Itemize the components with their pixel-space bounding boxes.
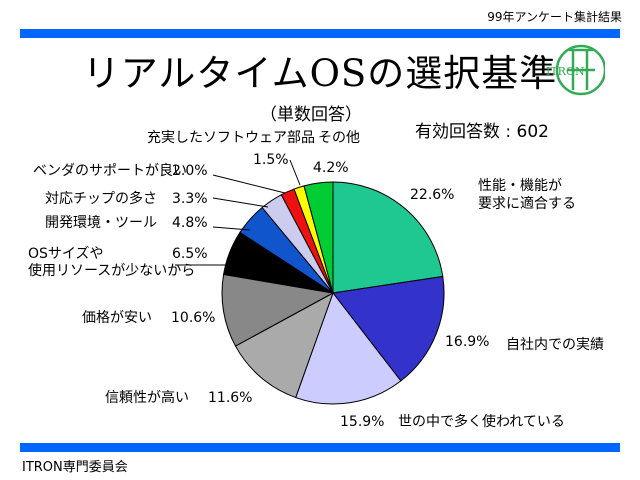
pct-perf: 22.6% — [410, 187, 454, 203]
itron-logo-icon: ITRON — [546, 44, 605, 96]
pct-other: 4.2% — [313, 160, 349, 176]
label-size-2: 使用リソースが少ないから — [28, 262, 195, 279]
pct-price: 10.6% — [171, 310, 215, 326]
chart-subtitle: （単数回答） — [260, 105, 362, 125]
pct-inhouse: 16.9% — [445, 334, 489, 350]
label-perf-1: 性能・機能が — [478, 178, 562, 194]
leader-line-2 — [212, 226, 251, 231]
pie-slice-3 — [234, 291, 334, 399]
pct-size: 6.5% — [172, 246, 208, 262]
label-tools: 開発環境・ツール — [45, 215, 157, 231]
pct-chips: 3.3% — [172, 191, 208, 207]
pie-slice-2 — [295, 291, 402, 405]
label-inhouse: 自社内での実績 — [506, 337, 604, 353]
top-divider — [20, 29, 620, 38]
label-parts: 充実したソフトウェア部品 — [147, 130, 315, 146]
page-title: リアルタイムOSの選択基準 — [82, 52, 558, 95]
pct-popular: 15.9% — [340, 414, 384, 430]
bottom-divider — [20, 443, 620, 452]
label-other: その他 — [318, 130, 360, 146]
leader-line-3 — [289, 159, 301, 186]
label-reliable: 信頼性が高い — [105, 389, 189, 406]
label-chips: 対応チップの多さ — [45, 190, 157, 207]
pie-slice-4 — [221, 273, 335, 347]
pct-tools: 4.8% — [172, 215, 208, 231]
footer-org: ITRON専門委員会 — [22, 460, 128, 475]
survey-header: 99年アンケート集計結果 — [487, 10, 622, 24]
label-popular: 世の中で多く使われている — [398, 413, 565, 430]
label-size-1: OSサイズや — [28, 246, 104, 262]
label-support: ベンダのサポートが良い — [33, 163, 187, 179]
leader-line-1 — [212, 174, 286, 194]
pct-parts: 1.5% — [253, 152, 289, 168]
pie-slice-10 — [303, 181, 334, 294]
leader-line-0 — [212, 197, 269, 208]
label-perf-2: 要求に適合する — [478, 195, 576, 212]
pct-reliable: 11.6% — [208, 390, 252, 406]
pie-slice-0 — [332, 181, 444, 294]
pie-slice-1 — [332, 275, 445, 382]
logo-text: ITRON — [546, 65, 585, 78]
total-responses: 有効回答数 : 602 — [415, 122, 549, 142]
pct-support: 2.0% — [172, 163, 208, 179]
label-price: 価格が安い — [82, 310, 152, 326]
